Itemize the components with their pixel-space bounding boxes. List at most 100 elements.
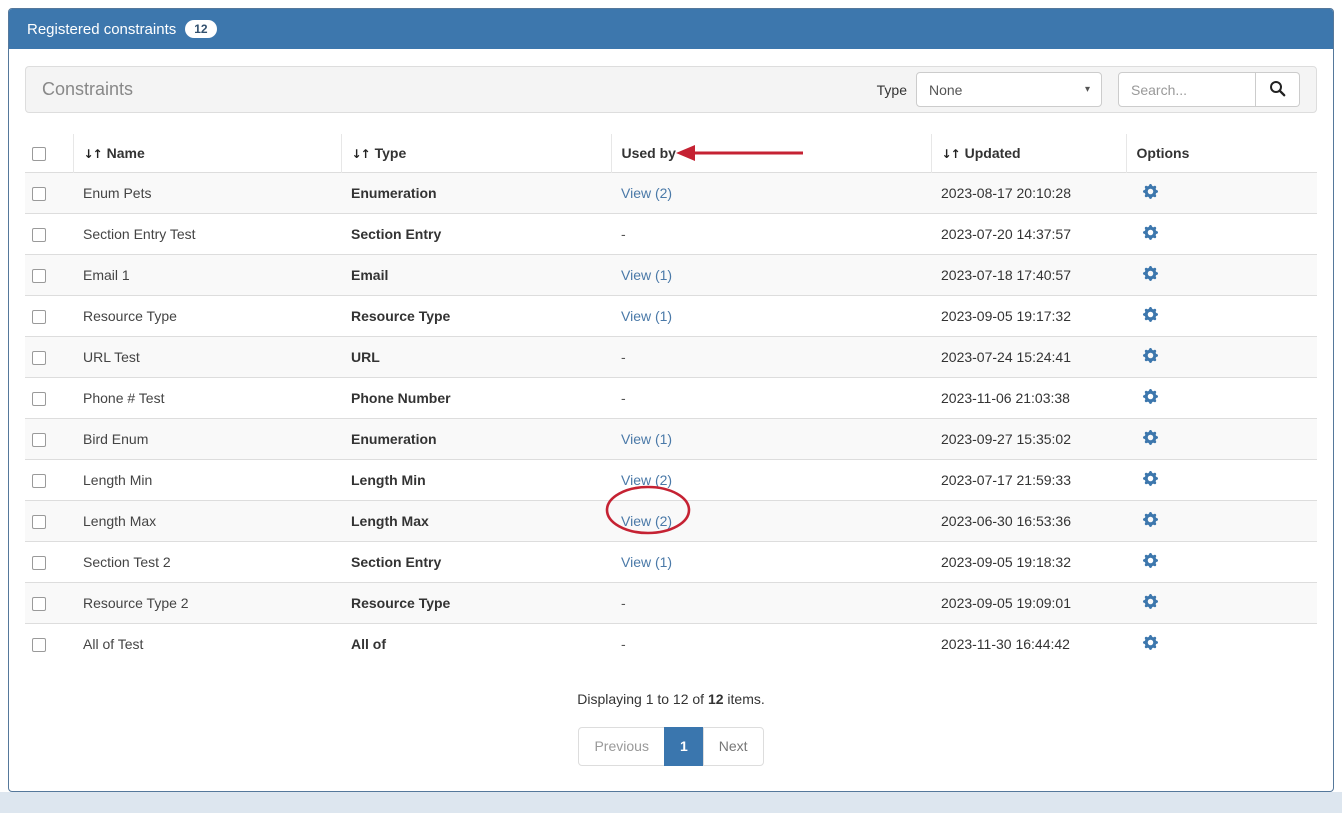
display-summary: Displaying 1 to 12 of 12 items. <box>25 691 1317 707</box>
cell-type: Section Entry <box>341 540 611 582</box>
cell-name: Section Entry Test <box>73 212 341 254</box>
search-button[interactable] <box>1256 72 1300 107</box>
column-header-type[interactable]: ↓↑ Type <box>340 134 611 172</box>
gear-icon <box>1143 347 1158 366</box>
type-filter-select[interactable]: None ▾ <box>916 72 1102 107</box>
row-select-cell <box>25 499 73 541</box>
table-row: Resource Type 2 Resource Type - 2023-09-05 … <box>25 581 1317 623</box>
cell-name: All of Test <box>73 622 341 664</box>
column-header-name[interactable]: ↓↑ Name <box>72 134 341 172</box>
cell-name: URL Test <box>73 335 341 377</box>
options-gear-button[interactable] <box>1143 552 1158 568</box>
table-row: Enum Pets Enumeration View (2) 2023-08-17 2… <box>25 171 1317 213</box>
cell-used-by: - <box>611 335 931 377</box>
filter-bar: Constraints Type None ▾ <box>25 66 1317 113</box>
options-gear-button[interactable] <box>1143 593 1158 609</box>
row-checkbox[interactable] <box>32 268 46 283</box>
options-gear-button[interactable] <box>1143 388 1158 407</box>
next-page-button[interactable]: Next <box>702 726 764 767</box>
row-checkbox[interactable] <box>32 309 46 324</box>
row-select-cell <box>25 622 73 664</box>
row-checkbox[interactable] <box>32 514 46 529</box>
column-header-options: Options <box>1125 134 1317 172</box>
view-link[interactable]: View (1) <box>621 266 673 283</box>
options-gear-button[interactable] <box>1143 224 1158 240</box>
row-checkbox[interactable] <box>32 350 46 365</box>
row-checkbox[interactable] <box>32 391 46 406</box>
row-checkbox[interactable] <box>32 432 46 447</box>
sort-icon: ↓↑ <box>941 146 961 161</box>
options-gear-button[interactable] <box>1143 347 1158 366</box>
table-row: Phone # Test Phone Number - 2023-11-06 21:0… <box>25 376 1317 418</box>
row-checkbox[interactable] <box>32 555 46 570</box>
row-select-cell <box>25 458 73 500</box>
row-select-cell <box>25 376 73 418</box>
cell-options <box>1126 253 1317 295</box>
cell-options <box>1126 622 1317 664</box>
options-gear-button[interactable] <box>1143 511 1158 527</box>
select-all-header <box>25 134 73 172</box>
options-gear-button[interactable] <box>1143 634 1158 650</box>
empty-used-by: - <box>621 635 626 652</box>
options-gear-button[interactable] <box>1143 183 1158 199</box>
cell-updated: 2023-07-18 17:40:57 <box>931 253 1126 295</box>
table-row: Email 1 Email View (1) 2023-07-18 17:40:57 <box>25 253 1317 295</box>
row-checkbox[interactable] <box>32 186 46 201</box>
cell-name: Resource Type 2 <box>73 581 341 623</box>
cell-name: Length Max <box>73 499 341 541</box>
view-link[interactable]: View (2) <box>621 471 673 488</box>
sort-icon: ↓↑ <box>351 146 371 161</box>
view-link[interactable]: View (2) <box>621 512 673 529</box>
gear-icon <box>1143 388 1158 407</box>
table-row: Length Max Length Max View (2) 2023-06-30 1… <box>25 499 1317 541</box>
select-all-checkbox[interactable] <box>32 146 46 161</box>
column-header-updated[interactable]: ↓↑ Updated <box>930 134 1126 172</box>
options-gear-button[interactable] <box>1143 306 1158 322</box>
sort-icon: ↓↑ <box>83 146 103 161</box>
table-row: Bird Enum Enumeration View (1) 2023-09-27 1… <box>25 417 1317 459</box>
cell-type: All of <box>341 622 611 664</box>
row-select-cell <box>25 417 73 459</box>
options-gear-button[interactable] <box>1143 470 1158 486</box>
view-link[interactable]: View (1) <box>621 430 673 447</box>
row-checkbox[interactable] <box>32 227 46 242</box>
chevron-down-icon: ▾ <box>1084 83 1090 95</box>
summary-text: Displaying 1 to 12 of <box>577 690 708 707</box>
cell-updated: 2023-11-30 16:44:42 <box>931 622 1126 664</box>
row-select-cell <box>25 212 73 254</box>
previous-page-button[interactable]: Previous <box>578 726 665 767</box>
summary-suffix: items. <box>723 690 765 707</box>
options-gear-button[interactable] <box>1143 429 1158 445</box>
cell-type: Enumeration <box>341 417 611 459</box>
row-select-cell <box>25 171 73 213</box>
cell-type: Length Min <box>341 458 611 500</box>
page-1-button[interactable]: 1 <box>663 726 704 767</box>
view-link[interactable]: View (2) <box>621 184 673 201</box>
cell-name: Resource Type <box>73 294 341 336</box>
cell-type: Resource Type <box>341 294 611 336</box>
cell-type: Length Max <box>341 499 611 541</box>
cell-options <box>1126 458 1317 500</box>
cell-used-by: - <box>611 212 931 254</box>
cell-options <box>1126 376 1317 418</box>
view-link[interactable]: View (1) <box>621 307 673 324</box>
type-filter-value: None <box>929 81 963 98</box>
cell-type: Resource Type <box>341 581 611 623</box>
row-checkbox[interactable] <box>32 596 46 611</box>
view-link[interactable]: View (1) <box>621 553 673 570</box>
cell-updated: 2023-08-17 20:10:28 <box>931 171 1126 213</box>
cell-used-by: View (2) <box>611 171 931 213</box>
cell-name: Phone # Test <box>73 376 341 418</box>
row-select-cell <box>25 540 73 582</box>
cell-used-by: View (1) <box>611 294 931 336</box>
type-filter-label: Type <box>876 81 907 98</box>
options-gear-button[interactable] <box>1143 265 1158 281</box>
search-input[interactable] <box>1118 72 1256 107</box>
row-checkbox[interactable] <box>32 637 46 652</box>
cell-options <box>1126 581 1317 623</box>
count-badge: 12 <box>185 20 217 38</box>
table-row: Section Entry Test Section Entry - 2023-07-… <box>25 212 1317 254</box>
row-checkbox[interactable] <box>32 473 46 488</box>
cell-updated: 2023-09-05 19:18:32 <box>931 540 1126 582</box>
cell-name: Email 1 <box>73 253 341 295</box>
